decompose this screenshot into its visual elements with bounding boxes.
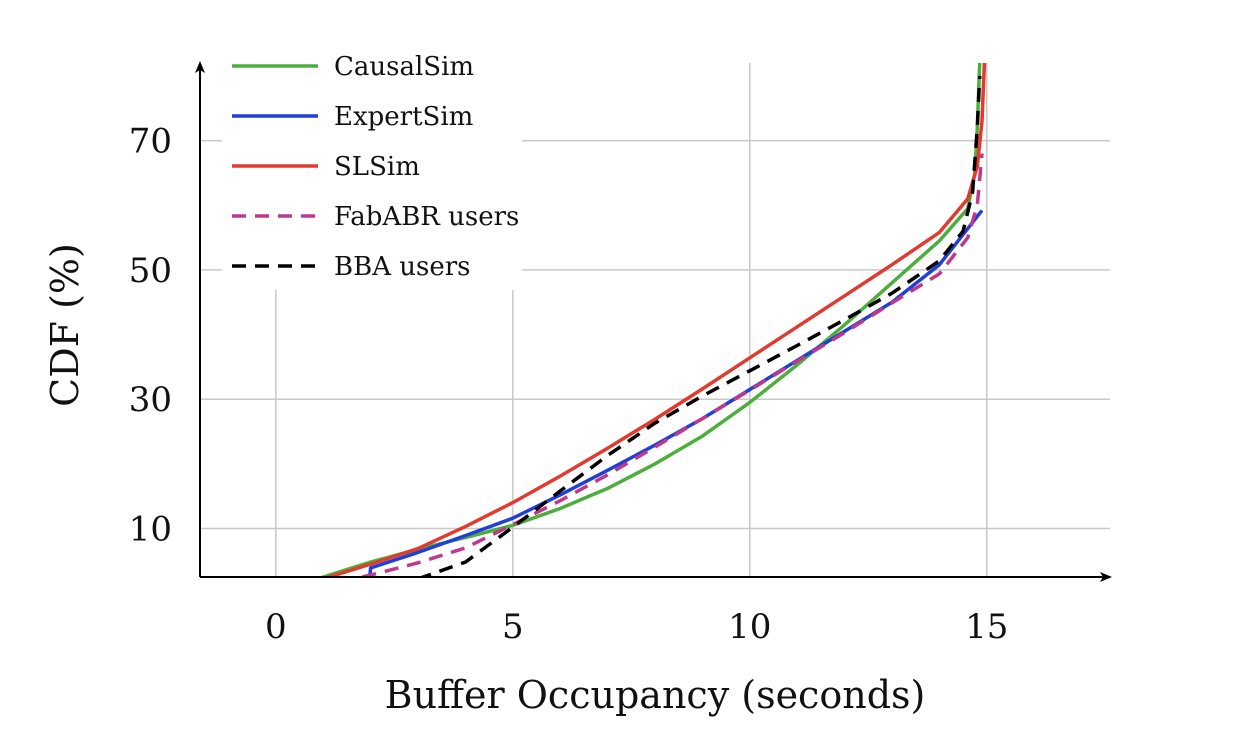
axes <box>195 61 1112 582</box>
x-tick-label: 10 <box>728 607 771 647</box>
x-axis-label: Buffer Occupancy (seconds) <box>385 673 926 717</box>
series-line-expertsim <box>367 209 984 577</box>
legend-label: FabABR users <box>334 202 519 232</box>
series-line-fababr-users <box>353 153 984 577</box>
legend-label: ExpertSim <box>334 102 473 132</box>
series-line-bba-users <box>418 75 982 577</box>
x-tick-label: 5 <box>502 607 524 647</box>
legend-label: CausalSim <box>334 52 474 82</box>
x-tick-label: 0 <box>265 607 287 647</box>
y-tick-label: 10 <box>129 510 172 550</box>
legend-label: BBA users <box>334 252 471 282</box>
legend: CausalSim ExpertSim SLSim FabABR users BBA u… <box>222 44 522 290</box>
y-tick-label: 30 <box>129 380 172 420</box>
series-line-slsim <box>323 62 987 577</box>
y-tick-label: 70 <box>129 122 172 162</box>
legend-label: SLSim <box>334 152 420 182</box>
tick-labels: 0 5 10 15 10 30 50 70 <box>129 122 1009 647</box>
y-axis-label: CDF (%) <box>43 243 87 407</box>
series-layer <box>320 62 987 577</box>
x-tick-label: 15 <box>965 607 1008 647</box>
y-tick-label: 50 <box>129 251 172 291</box>
